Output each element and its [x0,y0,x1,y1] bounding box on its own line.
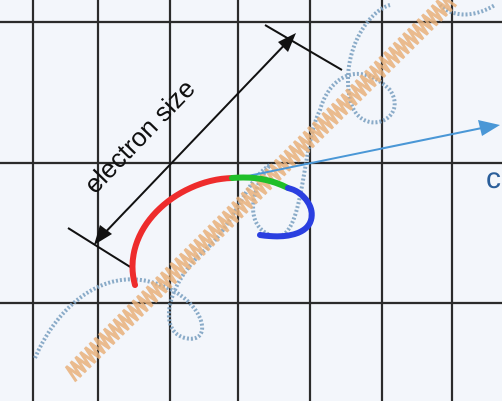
arc-red [129,175,235,288]
helix-path [33,3,497,359]
arc-blue [257,185,315,240]
arrow-head-icon [478,120,500,136]
dimension-arrowhead-lower-icon [94,225,112,245]
wave-band [64,0,458,383]
dimension-marker [67,24,343,271]
direction-arrow-line [237,127,483,179]
dimension-arrowhead-upper-icon [278,33,296,52]
edge-letter: c [486,162,501,195]
extension-line-right [264,24,343,71]
arc-green [229,174,291,191]
extension-line-left [67,227,136,271]
dimension-line [97,36,293,241]
